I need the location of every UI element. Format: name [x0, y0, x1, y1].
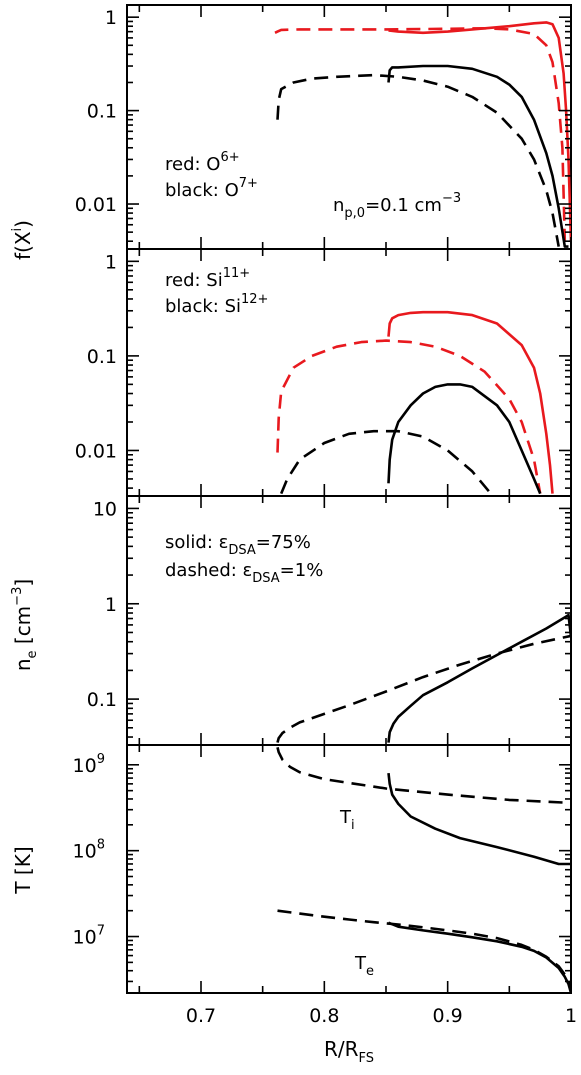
axis-text: 1 0.1 0.01 1 0.1 0.01 10 1 0.1 109 108 107 f(Xi) ne […	[10, 7, 577, 1066]
annotation-oxygen-1: black: O7+	[165, 176, 258, 201]
ylabel-density: ne [cm−3]	[10, 579, 40, 671]
panel-frame-temperature	[127, 745, 571, 993]
annotation-silicon-1: black: Si12+	[165, 292, 268, 317]
xlabel: R/RFS	[324, 1037, 374, 1066]
series-silicon-red-dashed-0	[278, 341, 541, 494]
xtick-label-2: 0.9	[433, 1005, 463, 1027]
ylabel-text-temperature: T [K]	[11, 846, 35, 894]
ytick-label-temperature-0: 109	[73, 752, 105, 777]
series-oxygen-black-solid-3	[389, 66, 569, 247]
ylabel-text-density: ne [cm−3]	[10, 579, 40, 671]
ytick-label-density-1: 1	[105, 594, 117, 616]
ytick-label-temperature-1: 108	[73, 838, 105, 863]
ytick-label-oxygen-0: 1	[105, 7, 117, 29]
ylabel-temperature: T [K]	[11, 846, 35, 894]
ytick-label-silicon-0: 1	[105, 251, 117, 273]
annotation-temperature-1: Te	[354, 953, 374, 979]
series-oxygen-black-dashed-2	[278, 75, 559, 247]
series-temperature-black-dashed-0	[278, 747, 572, 803]
annotation-silicon-0: red: Si11+	[165, 266, 250, 291]
ylabel-oxygen: f(Xi)	[10, 220, 35, 260]
series-lines	[275, 22, 571, 993]
annotation-oxygen-2: np,0=0.1 cm−3	[333, 191, 461, 221]
series-silicon-black-dashed-2	[281, 431, 491, 493]
series-silicon-black-solid-3	[389, 384, 541, 493]
series-density-black-dashed-0	[278, 636, 572, 743]
series-temperature-black-dashed-2	[278, 911, 572, 992]
annotation-density-1: dashed: εDSA=1%	[165, 560, 323, 586]
annotation-temperature-0: Ti	[339, 807, 355, 833]
annotation-oxygen-0: red: O6+	[165, 150, 240, 175]
xtick-label-0: 0.7	[186, 1005, 216, 1027]
ytick-label-silicon-1: 0.1	[87, 346, 117, 368]
ytick-label-density-0: 10	[93, 498, 117, 520]
ytick-label-density-2: 0.1	[87, 689, 117, 711]
ytick-label-silicon-2: 0.01	[75, 440, 117, 462]
series-temperature-black-solid-1	[389, 773, 572, 864]
annotation-density-0: solid: εDSA=75%	[165, 532, 311, 558]
ytick-label-temperature-2: 107	[73, 924, 105, 949]
series-temperature-black-solid-3	[389, 923, 572, 993]
ylabel-text-oxygen: f(Xi)	[10, 220, 35, 260]
ytick-label-oxygen-2: 0.01	[75, 194, 117, 216]
xtick-label-3: 1	[565, 1005, 577, 1027]
xtick-label-1: 0.8	[309, 1005, 339, 1027]
ytick-label-oxygen-1: 0.1	[87, 101, 117, 123]
